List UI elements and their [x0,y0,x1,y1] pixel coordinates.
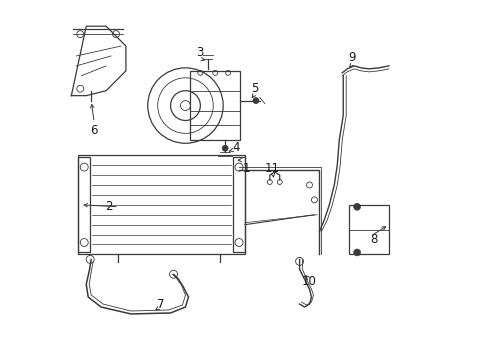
Text: 7: 7 [157,297,164,311]
Text: 9: 9 [348,51,355,64]
Bar [78,157,90,252]
Text: 2: 2 [105,200,113,213]
Circle shape [353,249,360,256]
Bar [348,205,388,255]
Text: 10: 10 [302,275,316,288]
Circle shape [353,203,360,210]
Circle shape [222,145,228,151]
Text: 1: 1 [242,162,249,175]
Bar [78,155,244,255]
Circle shape [252,98,258,104]
Text: 5: 5 [251,82,258,95]
Text: 3: 3 [196,46,203,59]
Text: 6: 6 [90,124,98,137]
Bar [233,157,244,252]
Text: 11: 11 [264,162,279,175]
Text: 8: 8 [369,233,377,246]
Text: 4: 4 [232,141,239,154]
Bar [190,71,240,140]
